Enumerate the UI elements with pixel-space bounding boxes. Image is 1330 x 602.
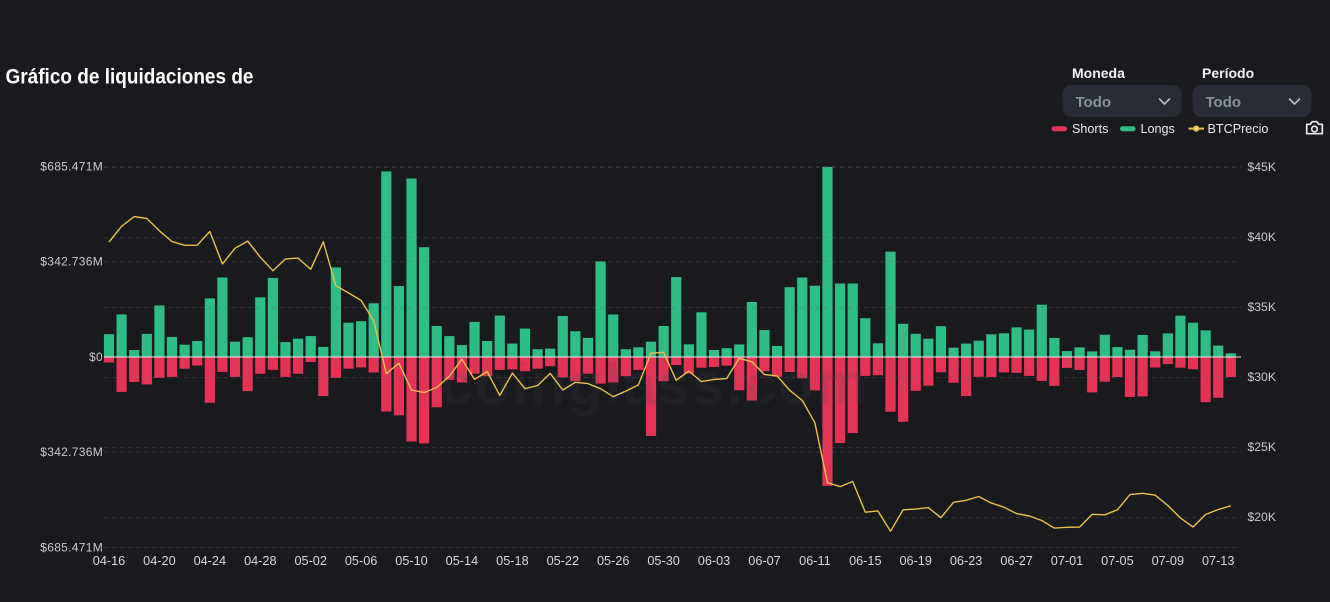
svg-text:05-26: 05-26 [597,554,629,568]
svg-text:Todo: Todo [1076,94,1112,111]
svg-text:05-02: 05-02 [294,554,326,568]
svg-text:$25K: $25K [1248,440,1276,454]
svg-text:06-07: 06-07 [748,554,780,568]
svg-text:07-09: 07-09 [1152,554,1184,568]
svg-text:07-05: 07-05 [1101,554,1133,568]
svg-text:coinglass.com: coinglass.com [441,352,870,417]
svg-text:Moneda: Moneda [1072,65,1125,81]
svg-text:$40K: $40K [1248,230,1276,244]
svg-text:05-30: 05-30 [647,554,679,568]
svg-text:$685.471M: $685.471M [40,540,103,554]
svg-text:05-10: 05-10 [395,554,427,568]
svg-text:07-01: 07-01 [1051,554,1083,568]
svg-text:Todo: Todo [1206,94,1242,111]
svg-text:Período: Período [1202,65,1254,81]
svg-text:$20K: $20K [1248,510,1276,524]
svg-text:$685.471M: $685.471M [40,159,103,173]
svg-text:$45K: $45K [1248,160,1276,174]
svg-text:05-22: 05-22 [547,554,579,568]
svg-text:Longs: Longs [1141,122,1175,136]
svg-text:$0: $0 [89,350,103,364]
svg-text:05-14: 05-14 [446,554,478,568]
svg-text:04-20: 04-20 [143,554,175,568]
svg-text:04-24: 04-24 [194,554,226,568]
svg-text:$342.736M: $342.736M [40,255,103,269]
svg-text:06-15: 06-15 [849,554,881,568]
svg-text:05-06: 05-06 [345,554,377,568]
svg-text:BTCPrecio: BTCPrecio [1208,122,1269,136]
svg-text:06-11: 06-11 [799,554,831,568]
svg-text:$35K: $35K [1248,300,1276,314]
svg-text:06-27: 06-27 [1000,554,1032,568]
svg-text:04-28: 04-28 [244,554,276,568]
svg-text:06-23: 06-23 [950,554,982,568]
svg-text:06-03: 06-03 [698,554,730,568]
svg-text:$30K: $30K [1248,370,1276,384]
svg-text:04-16: 04-16 [93,554,125,568]
svg-text:05-18: 05-18 [496,554,528,568]
svg-text:Shorts: Shorts [1072,122,1108,136]
svg-text:07-13: 07-13 [1202,554,1234,568]
svg-text:$342.736M: $342.736M [40,445,103,459]
svg-text:06-19: 06-19 [899,554,931,568]
svg-text:Gráfico de liquidaciones de: Gráfico de liquidaciones de [6,66,254,89]
